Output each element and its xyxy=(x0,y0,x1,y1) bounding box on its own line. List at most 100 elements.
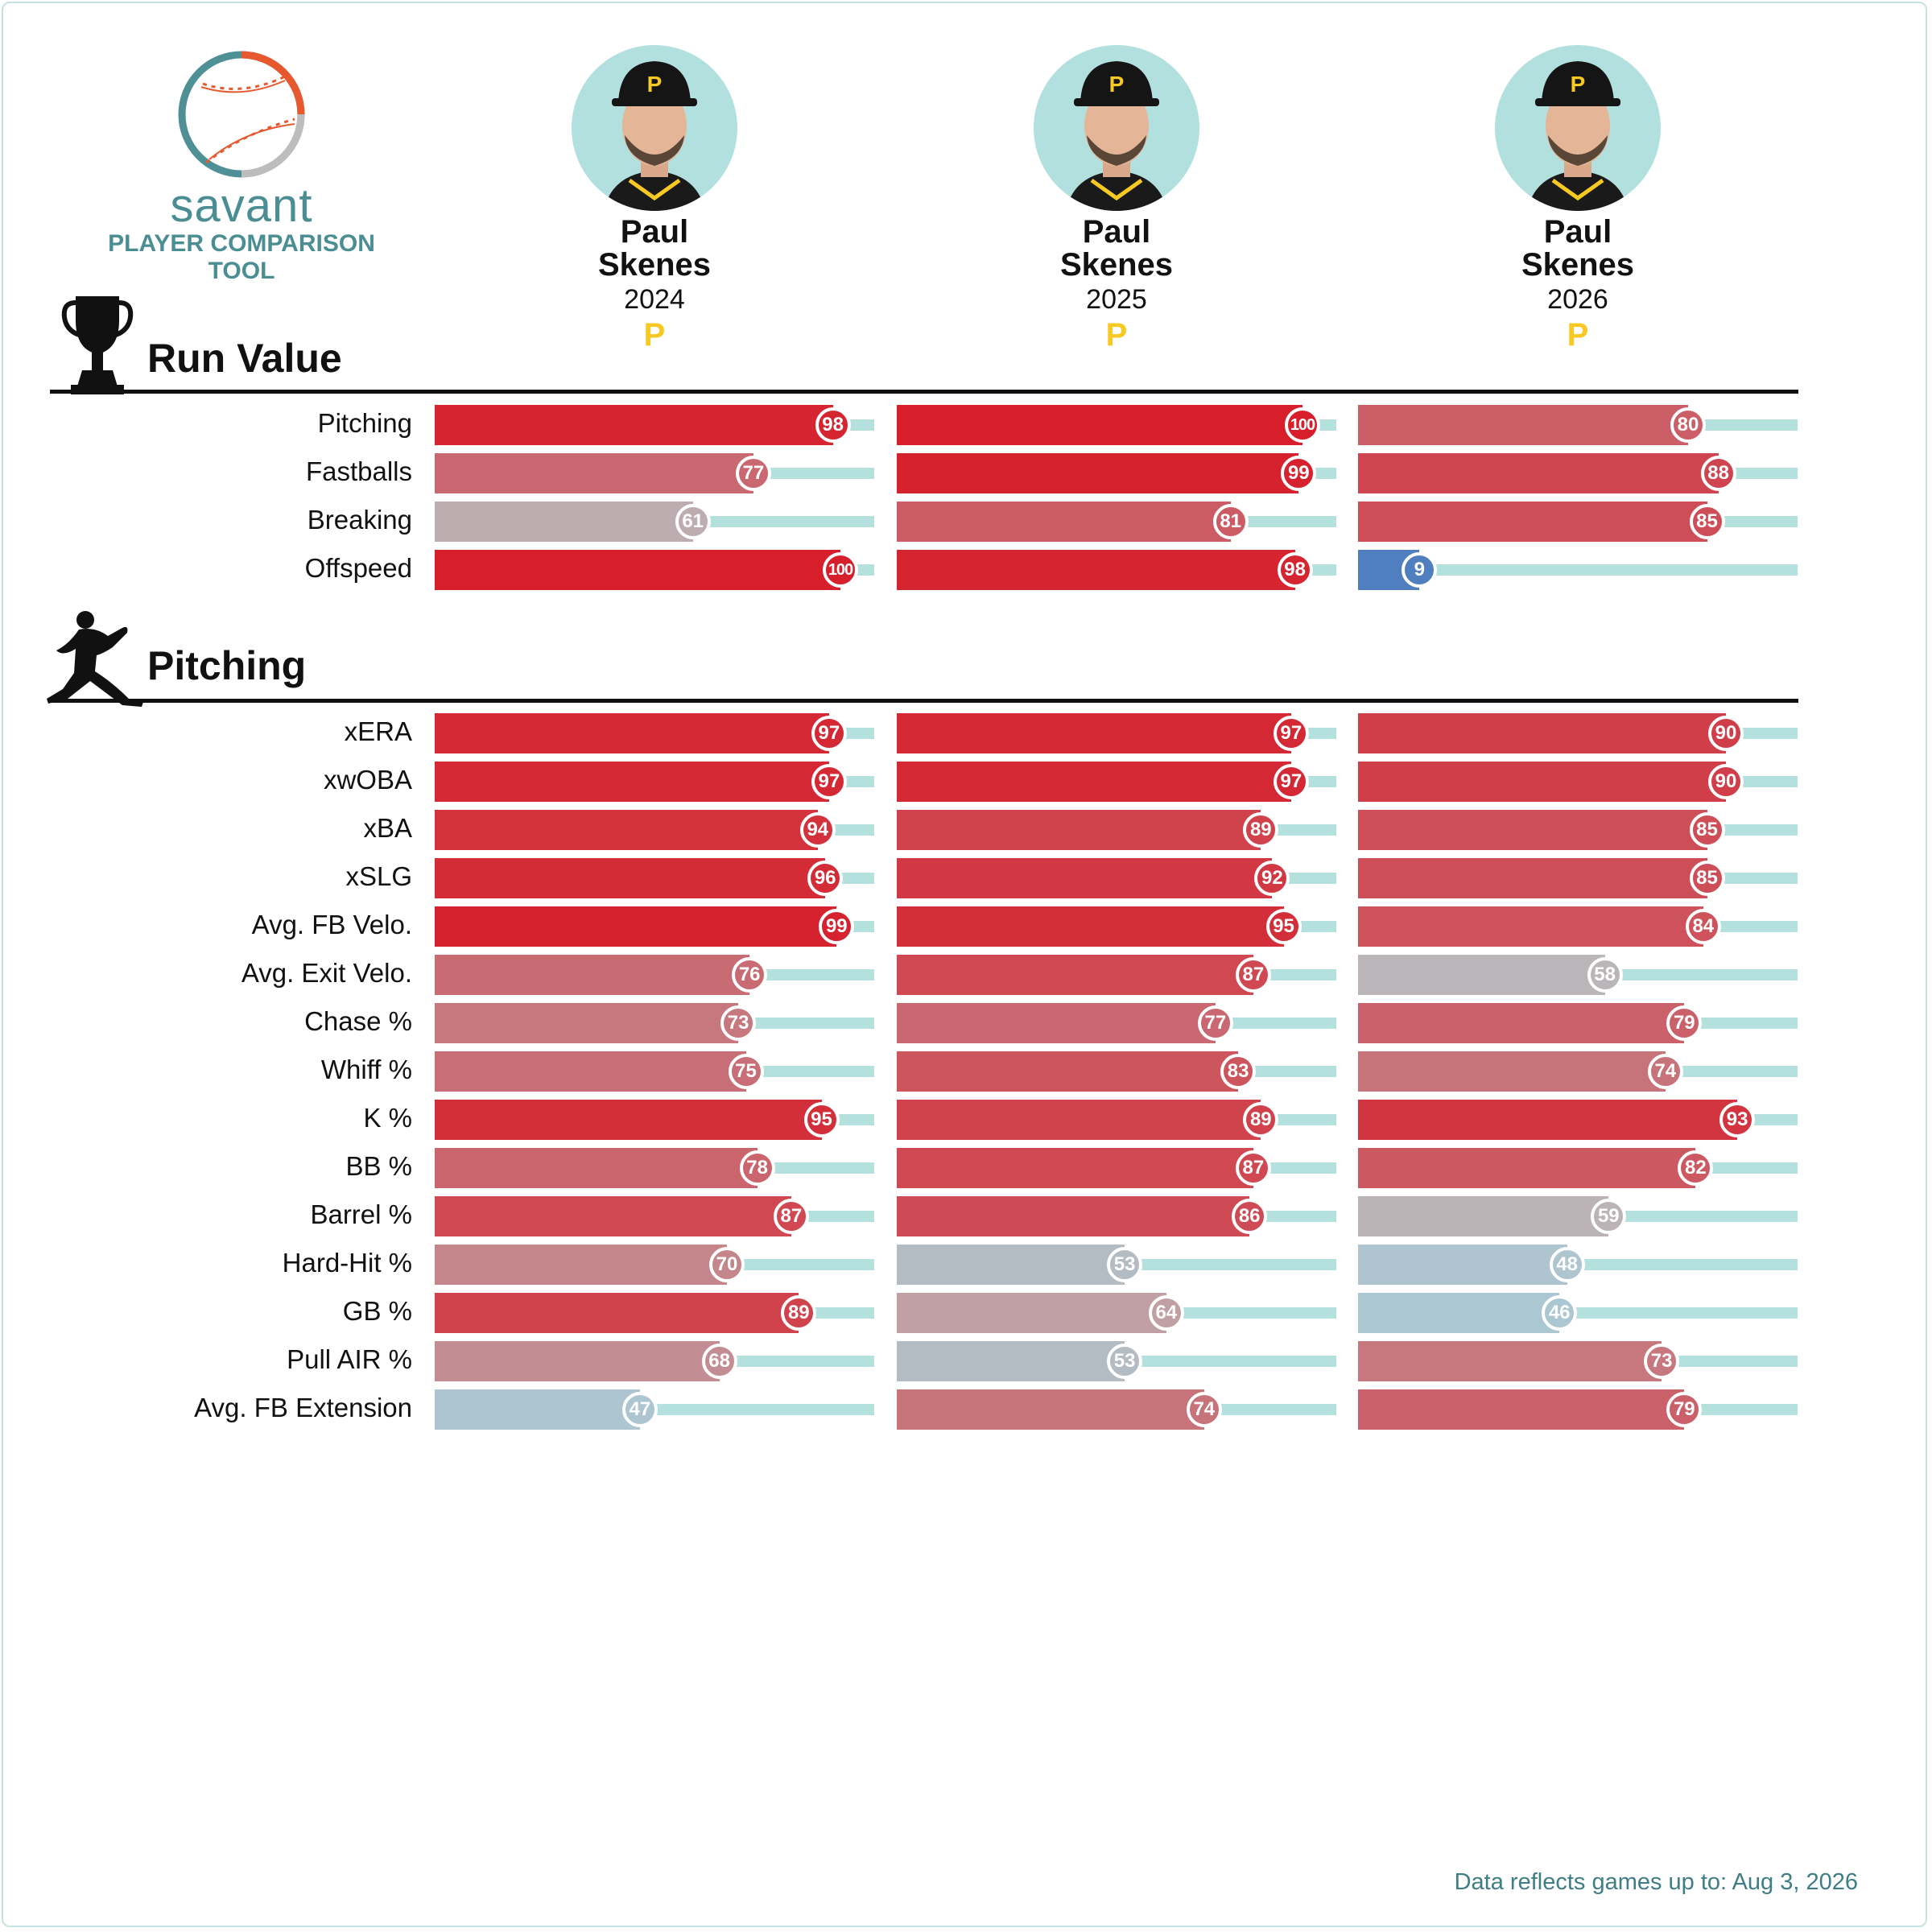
percentile-bar xyxy=(1358,713,1726,753)
percentile-bar xyxy=(435,858,826,898)
percentile-bar xyxy=(1358,858,1707,898)
percentile-bar xyxy=(1358,1245,1567,1285)
percentile-bar xyxy=(1358,1293,1560,1333)
metric-label: GB % xyxy=(342,1296,412,1326)
section-title: Run Value xyxy=(147,336,342,381)
percentile-value: 77 xyxy=(1197,1005,1233,1041)
percentile-value: 100 xyxy=(823,552,858,588)
percentile-value: 64 xyxy=(1148,1295,1184,1331)
percentile-value: 87 xyxy=(1235,957,1271,993)
percentile-bar xyxy=(897,906,1284,947)
percentile-bar xyxy=(1358,1003,1685,1043)
svg-text:P: P xyxy=(647,72,663,97)
percentile-bar xyxy=(435,550,840,590)
percentile-bar xyxy=(435,1148,758,1188)
brand-name: savant xyxy=(170,180,313,232)
percentile-value: 92 xyxy=(1254,861,1290,896)
percentile-value: 68 xyxy=(701,1344,737,1379)
player-photo-icon: P xyxy=(604,61,705,211)
percentile-bar xyxy=(897,1196,1250,1236)
percentile-bar xyxy=(435,955,750,995)
svg-text:P: P xyxy=(1109,72,1125,97)
metric-label: xERA xyxy=(344,716,412,746)
player-last-name: Skenes xyxy=(1059,247,1174,283)
percentile-value: 9 xyxy=(1402,552,1438,588)
section-divider xyxy=(50,699,1798,703)
percentile-value: 53 xyxy=(1107,1344,1143,1379)
player-first-name: Paul xyxy=(620,214,689,250)
percentile-bar xyxy=(1358,762,1726,802)
section-divider xyxy=(50,390,1798,394)
percentile-bar xyxy=(897,1148,1253,1188)
pitcher-icon xyxy=(45,609,150,711)
player-photo-icon: P xyxy=(1527,61,1629,211)
player-headshot: P xyxy=(1034,45,1199,211)
percentile-bar xyxy=(435,453,753,493)
percentile-value: 96 xyxy=(807,861,844,896)
percentile-bar xyxy=(897,502,1231,542)
percentile-bar xyxy=(1358,1148,1696,1188)
percentile-bar xyxy=(897,1293,1166,1333)
percentile-value: 86 xyxy=(1232,1199,1268,1234)
percentile-value: 94 xyxy=(799,812,836,848)
percentile-bar xyxy=(897,405,1302,445)
percentile-bar xyxy=(435,1293,799,1333)
percentile-value: 100 xyxy=(1285,407,1320,443)
metric-label: Avg. FB Velo. xyxy=(251,910,412,939)
percentile-value: 79 xyxy=(1666,1392,1703,1427)
percentile-bar xyxy=(435,1003,739,1043)
metric-label: K % xyxy=(363,1103,412,1133)
percentile-value: 88 xyxy=(1700,456,1736,491)
percentile-bar xyxy=(897,955,1253,995)
team-logo: P xyxy=(1567,317,1589,353)
percentile-value: 78 xyxy=(739,1150,775,1186)
percentile-bar xyxy=(1358,1100,1738,1140)
percentile-value: 95 xyxy=(803,1102,840,1137)
percentile-value: 89 xyxy=(781,1295,817,1331)
percentile-value: 61 xyxy=(675,504,711,539)
percentile-value: 80 xyxy=(1670,407,1706,443)
player-first-name: Paul xyxy=(1543,214,1612,250)
metric-label: Whiff % xyxy=(320,1055,412,1084)
percentile-bar xyxy=(897,453,1299,493)
percentile-value: 98 xyxy=(1277,552,1313,588)
percentile-value: 53 xyxy=(1107,1247,1143,1282)
percentile-value: 77 xyxy=(735,456,771,491)
percentile-value: 85 xyxy=(1689,812,1725,848)
player-first-name: Paul xyxy=(1082,214,1151,250)
footer-prefix: Data reflects games up to: xyxy=(1454,1869,1728,1895)
trophy-icon xyxy=(61,293,134,400)
percentile-value: 90 xyxy=(1708,716,1744,751)
metric-label: Pull AIR % xyxy=(287,1344,412,1374)
percentile-value: 81 xyxy=(1212,504,1249,539)
percentile-bar xyxy=(435,502,693,542)
percentile-value: 58 xyxy=(1587,957,1623,993)
percentile-bar xyxy=(435,1100,822,1140)
percentile-bar xyxy=(1358,810,1707,850)
player-last-name: Skenes xyxy=(1521,247,1635,283)
percentile-value: 97 xyxy=(811,716,847,751)
percentile-value: 46 xyxy=(1542,1295,1578,1331)
percentile-bar xyxy=(435,1341,720,1381)
percentile-value: 97 xyxy=(1273,764,1309,799)
percentile-bar xyxy=(435,906,837,947)
brand-subtitle: PLAYER COMPARISON TOOL xyxy=(108,230,375,284)
percentile-bar xyxy=(897,1051,1239,1092)
player-card: P Paul Skenes 2024 P xyxy=(526,45,783,353)
percentile-bar xyxy=(897,550,1295,590)
svg-text:P: P xyxy=(1571,72,1586,97)
percentile-bar xyxy=(897,810,1261,850)
player-card: P Paul Skenes 2026 P xyxy=(1449,45,1707,353)
percentile-bar xyxy=(1358,1341,1662,1381)
percentile-value: 59 xyxy=(1591,1199,1627,1234)
percentile-bar xyxy=(1358,1389,1685,1430)
percentile-value: 73 xyxy=(1644,1344,1680,1379)
percentile-bar xyxy=(897,1245,1125,1285)
metric-label: Fastballs xyxy=(305,456,412,486)
percentile-value: 87 xyxy=(1235,1150,1271,1186)
percentile-value: 89 xyxy=(1243,812,1279,848)
player-headshot: P xyxy=(572,45,737,211)
metric-label: Offspeed xyxy=(304,553,412,583)
percentile-value: 75 xyxy=(728,1054,764,1089)
